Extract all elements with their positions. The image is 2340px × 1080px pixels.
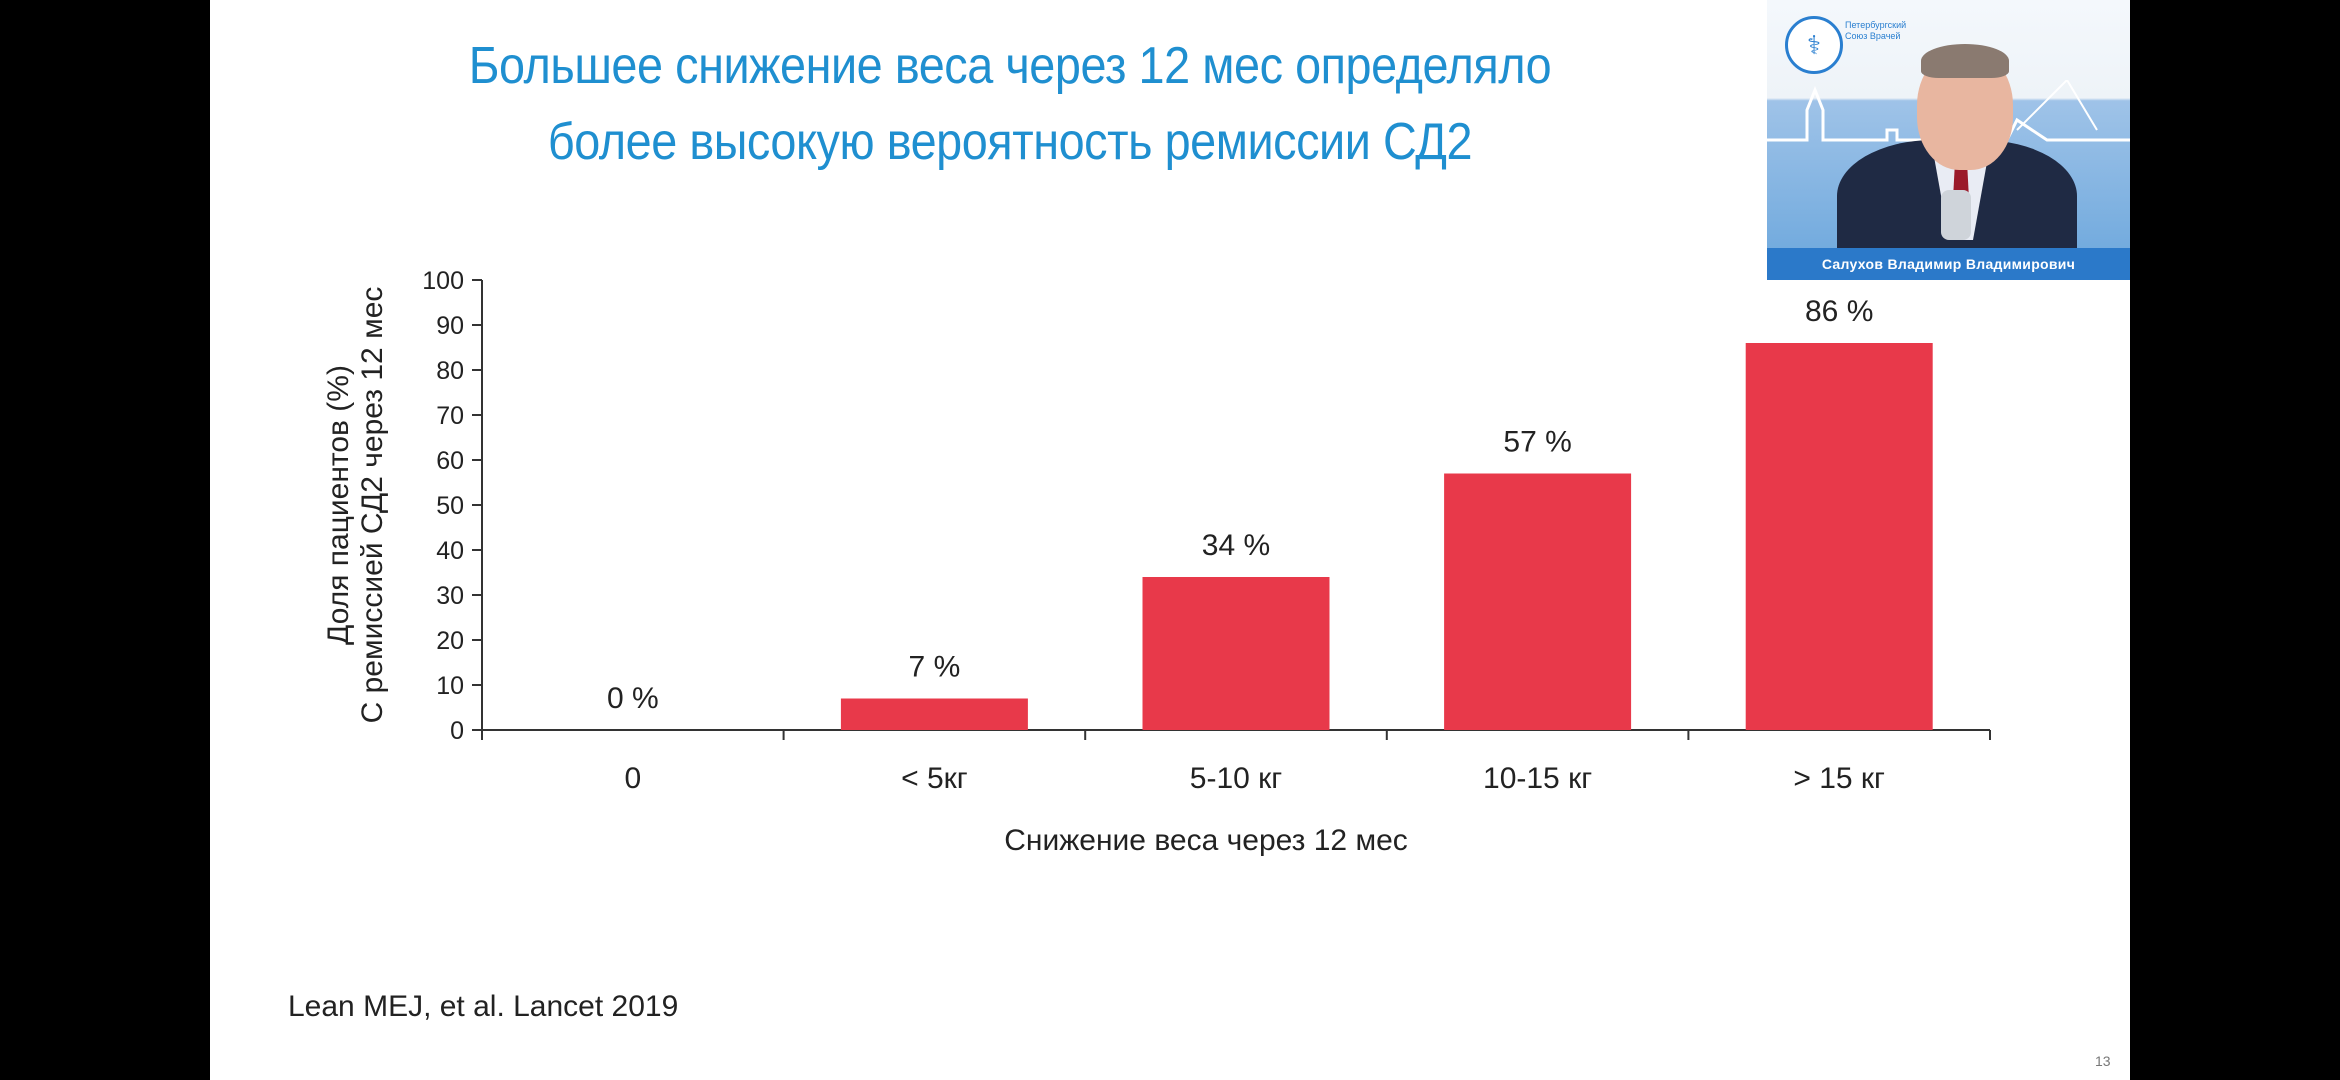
- data-label: 86 %: [1805, 295, 1873, 328]
- y-tick-label: 50: [436, 492, 464, 520]
- microphone-icon: [1941, 190, 1971, 240]
- bar: [1444, 473, 1632, 730]
- title-line-2: более высокую вероятность ремиссии СД2: [547, 113, 1473, 171]
- y-tick-label: 100: [422, 267, 464, 295]
- data-label: 57 %: [1503, 426, 1571, 459]
- category-label: 0: [624, 762, 641, 795]
- category-label: 10-15 кг: [1483, 762, 1592, 795]
- x-axis-title: Снижение веса через 12 мес: [1004, 824, 1408, 857]
- speaker-name-bar: Салухов Владимир Владимирович: [1767, 248, 2130, 280]
- citation: Lean MEJ, et al. Lancet 2019: [288, 990, 679, 1023]
- union-logo-icon: ⚕: [1785, 16, 1843, 74]
- data-label: 0 %: [607, 682, 659, 715]
- category-label: > 15 кг: [1793, 762, 1885, 795]
- y-tick-label: 80: [436, 357, 464, 385]
- y-tick-label: 90: [436, 312, 464, 340]
- y-tick-label: 30: [436, 582, 464, 610]
- data-label: 7 %: [909, 651, 961, 684]
- logo-text: Петербургский Союз Врачей: [1845, 20, 1907, 41]
- y-axis-title-line-1: Доля пациентов (%): [322, 365, 355, 645]
- slide-title: Большее снижение веса через 12 мес опред…: [210, 28, 1810, 180]
- y-tick-label: 10: [436, 672, 464, 700]
- bar: [840, 698, 1028, 730]
- speaker-hair: [1921, 44, 2009, 78]
- bar: [1142, 577, 1330, 730]
- page-number: 13: [2095, 1053, 2111, 1069]
- bar: [1745, 343, 1933, 730]
- y-tick-label: 40: [436, 537, 464, 565]
- speaker-video: ⚕ Петербургский Союз Врачей Салухов Влад…: [1767, 0, 2130, 280]
- title-line-1: Большее снижение веса через 12 мес опред…: [468, 37, 1552, 95]
- bar-chart: 0 10 20 30 40 50 60 70 80 90 100 0 % 0 7 % < 5кг 34 % 5-…: [322, 267, 1991, 857]
- data-label: 34 %: [1202, 529, 1270, 562]
- category-label: 5-10 кг: [1190, 762, 1283, 795]
- city-skyline-icon: [1767, 80, 2130, 142]
- y-tick-label: 70: [436, 402, 464, 430]
- category-label: < 5кг: [901, 762, 968, 795]
- y-axis-title-line-2: С ремиссией СД2 через 12 мес: [356, 287, 389, 724]
- y-tick-label: 0: [450, 717, 464, 745]
- y-tick-label: 20: [436, 627, 464, 655]
- y-tick-label: 60: [436, 447, 464, 475]
